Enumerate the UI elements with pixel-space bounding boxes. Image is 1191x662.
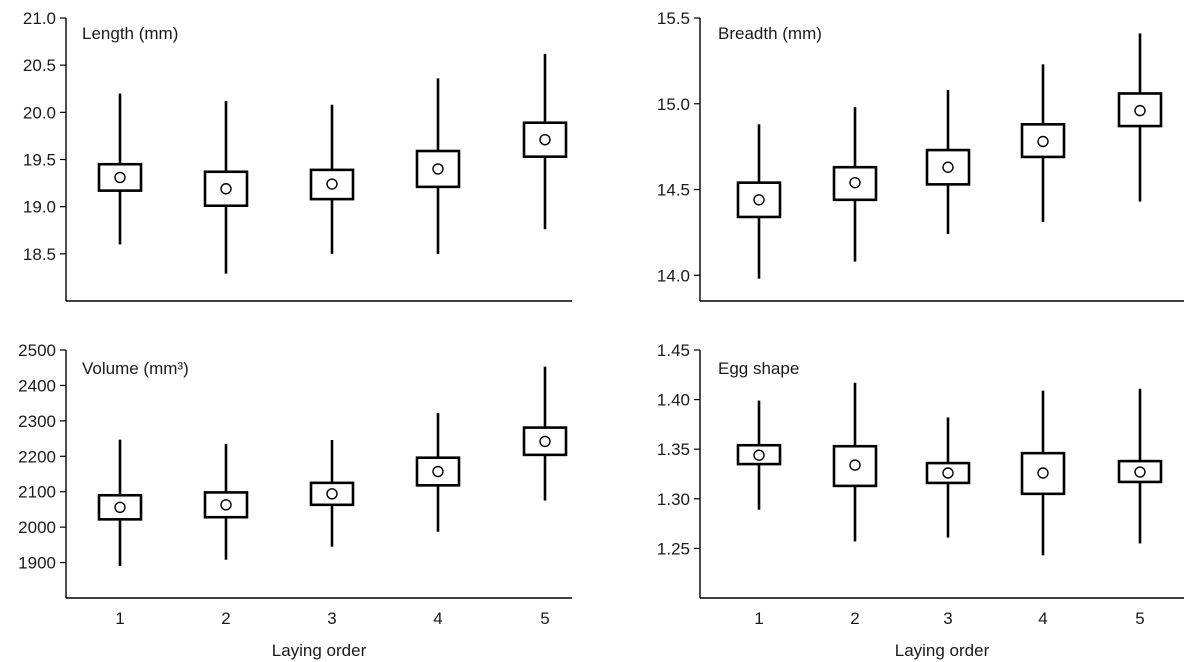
mean-marker bbox=[849, 459, 861, 471]
y-tick-label: 2300 bbox=[18, 412, 56, 431]
y-tick-label: 20.0 bbox=[23, 103, 56, 122]
panel-title: Volume (mm³) bbox=[82, 359, 189, 378]
y-tick-label: 15.0 bbox=[657, 95, 690, 114]
chart-panel-3: 1900 2000 2100 2200 2300 2400 2500 Volume (mm³)… bbox=[18, 341, 572, 660]
mean-marker bbox=[326, 488, 338, 500]
x-tick-label: 2 bbox=[850, 609, 859, 628]
y-tick-label: 1.45 bbox=[657, 341, 690, 360]
y-tick-label: 20.5 bbox=[23, 56, 56, 75]
y-tick-label: 15.5 bbox=[657, 9, 690, 28]
y-tick-label: 19.5 bbox=[23, 151, 56, 170]
y-tick-label: 18.5 bbox=[23, 245, 56, 264]
mean-marker bbox=[220, 183, 232, 195]
y-tick-label: 14.0 bbox=[657, 266, 690, 285]
x-tick-label: 3 bbox=[943, 609, 952, 628]
x-tick-label: 3 bbox=[327, 609, 336, 628]
mean-marker bbox=[753, 194, 765, 206]
y-tick-label: 2100 bbox=[18, 483, 56, 502]
mean-marker bbox=[1037, 135, 1049, 148]
y-tick-label: 1900 bbox=[18, 554, 56, 573]
y-tick-label: 1.25 bbox=[657, 539, 690, 558]
x-axis-title: Laying order bbox=[272, 641, 367, 660]
mean-marker bbox=[753, 449, 765, 461]
y-tick-label: 1.30 bbox=[657, 490, 690, 509]
panel-title: Length (mm) bbox=[82, 24, 178, 43]
y-tick-label: 19.0 bbox=[23, 198, 56, 217]
x-tick-label: 2 bbox=[221, 609, 230, 628]
panel-title: Breadth (mm) bbox=[718, 24, 822, 43]
y-tick-label: 14.5 bbox=[657, 181, 690, 200]
box-iqr bbox=[97, 162, 143, 192]
x-tick-label: 5 bbox=[540, 609, 549, 628]
mean-marker bbox=[114, 171, 126, 184]
x-axis-title: Laying order bbox=[895, 641, 990, 660]
mean-marker bbox=[220, 499, 232, 511]
mean-marker bbox=[1134, 466, 1146, 478]
chart-panel-1: 18.5 19.0 19.5 20.0 20.5 21.0 Length (mm) bbox=[23, 9, 572, 302]
y-tick-label: 2500 bbox=[18, 341, 56, 360]
x-tick-label: 4 bbox=[1038, 609, 1047, 628]
x-tick-label: 1 bbox=[754, 609, 763, 628]
x-tick-label: 5 bbox=[1135, 609, 1144, 628]
y-tick-label: 1.35 bbox=[657, 440, 690, 459]
mean-marker bbox=[326, 178, 338, 190]
mean-marker bbox=[114, 501, 126, 514]
mean-marker bbox=[432, 465, 444, 478]
mean-marker bbox=[539, 435, 551, 448]
x-tick-label: 1 bbox=[115, 609, 124, 628]
chart-panel-4: 1.25 1.30 1.35 1.40 1.45 Egg shape 1 2 3 4 5 Laying… bbox=[657, 341, 1184, 660]
mean-marker bbox=[942, 467, 954, 479]
chart-panel-2: 14.0 14.5 15.0 15.5 Breadth (mm) bbox=[657, 9, 1184, 302]
mean-marker bbox=[1037, 467, 1049, 479]
mean-marker bbox=[432, 163, 444, 175]
y-tick-label: 2400 bbox=[18, 376, 56, 395]
mean-marker bbox=[849, 176, 861, 189]
mean-marker bbox=[1134, 104, 1146, 117]
y-tick-label: 2200 bbox=[18, 447, 56, 466]
x-tick-label: 4 bbox=[433, 609, 442, 628]
panel-title: Egg shape bbox=[718, 359, 799, 378]
mean-marker bbox=[942, 161, 954, 173]
y-tick-label: 21.0 bbox=[23, 9, 56, 28]
y-tick-label: 2000 bbox=[18, 518, 56, 537]
mean-marker bbox=[539, 133, 551, 146]
y-tick-label: 1.40 bbox=[657, 391, 690, 410]
